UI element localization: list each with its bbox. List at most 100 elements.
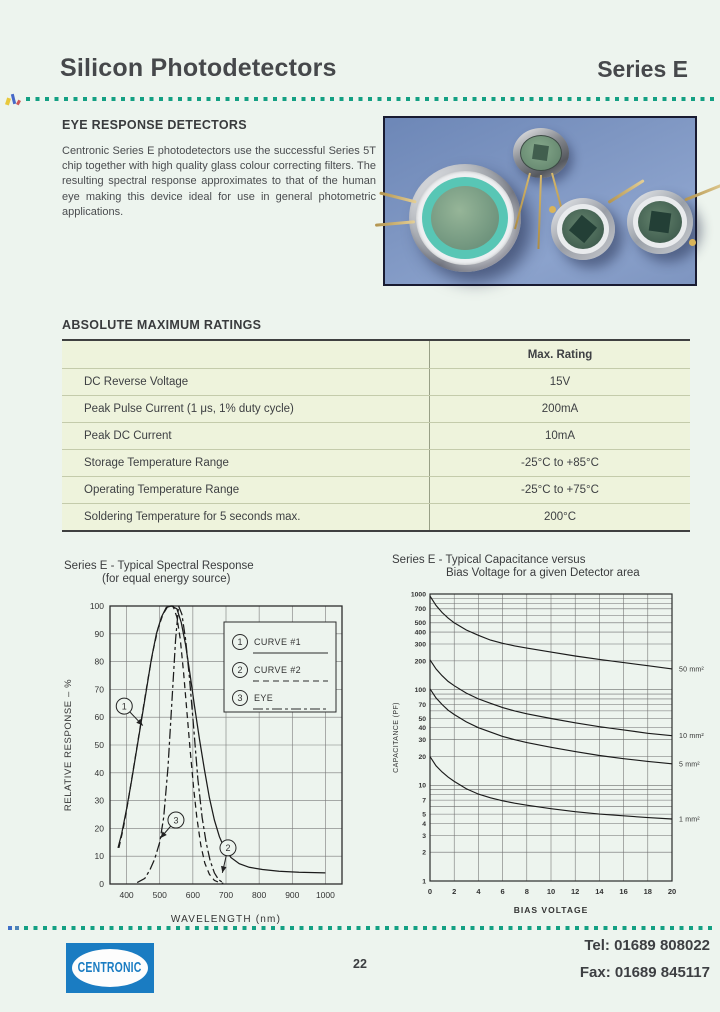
filter-window bbox=[422, 177, 508, 259]
value-cell: 200°C bbox=[543, 511, 577, 523]
svg-text:400: 400 bbox=[415, 629, 427, 636]
chart-title: Series E - Typical Capacitance versus bbox=[392, 554, 586, 566]
param-cell: Soldering Temperature for 5 seconds max. bbox=[62, 504, 430, 530]
lead-wire bbox=[379, 191, 417, 204]
photodetector-large bbox=[374, 164, 521, 272]
svg-text:5: 5 bbox=[422, 812, 426, 819]
svg-text:3: 3 bbox=[237, 693, 242, 703]
annotations: 1 3 2 bbox=[115, 697, 237, 873]
svg-text:5 mm²: 5 mm² bbox=[679, 761, 700, 768]
spectral-response-plot: 400 500 600 700 800 900 1000 0 10 20 30 40 50 60 70 80 9… bbox=[63, 601, 343, 925]
svg-text:3: 3 bbox=[422, 833, 426, 840]
print-registration-mark bbox=[8, 926, 22, 931]
detector-chip bbox=[532, 144, 549, 161]
product-photo bbox=[374, 116, 720, 286]
filter-window bbox=[638, 201, 682, 243]
svg-text:60: 60 bbox=[95, 712, 105, 722]
table-header-row: Max. Rating bbox=[62, 341, 690, 368]
bond-ball bbox=[549, 206, 556, 213]
svg-text:10: 10 bbox=[418, 783, 426, 790]
detector-chip bbox=[431, 186, 499, 250]
svg-text:500: 500 bbox=[415, 620, 427, 627]
svg-text:3: 3 bbox=[173, 815, 178, 825]
svg-text:20: 20 bbox=[418, 754, 426, 761]
svg-text:700: 700 bbox=[415, 606, 427, 613]
svg-text:40: 40 bbox=[418, 725, 426, 732]
print-registration-mark bbox=[5, 92, 24, 108]
svg-text:20: 20 bbox=[95, 823, 105, 833]
svg-text:200: 200 bbox=[415, 658, 427, 665]
svg-text:14: 14 bbox=[595, 887, 604, 896]
svg-text:8: 8 bbox=[525, 887, 529, 896]
svg-text:70: 70 bbox=[95, 684, 105, 694]
value-cell: 200mA bbox=[541, 403, 579, 415]
tel-number: Tel: 01689 808022 bbox=[584, 937, 710, 954]
svg-text:6: 6 bbox=[501, 887, 505, 896]
param-cell: Operating Temperature Range bbox=[62, 477, 430, 503]
table-row: Peak DC Current 10mA bbox=[62, 422, 690, 449]
section-heading-eye-response: EYE RESPONSE DETECTORS bbox=[62, 118, 247, 132]
capacitance-plot: 0 2 4 6 8 10 12 14 16 18 2010007005004003002001007… bbox=[393, 591, 704, 915]
logo-oval: CENTRONIC bbox=[72, 949, 148, 987]
svg-text:CURVE #2: CURVE #2 bbox=[254, 665, 301, 675]
svg-text:1000: 1000 bbox=[316, 890, 335, 900]
centronic-logo: CENTRONIC bbox=[66, 943, 154, 993]
series bbox=[117, 605, 326, 885]
logo-text: CENTRONIC bbox=[78, 960, 142, 976]
value-cell: -25°C to +85°C bbox=[521, 457, 599, 469]
svg-text:16: 16 bbox=[619, 887, 627, 896]
intro-paragraph: Centronic Series E photodetectors use th… bbox=[62, 145, 376, 218]
svg-text:4: 4 bbox=[476, 887, 481, 896]
svg-text:500: 500 bbox=[153, 890, 167, 900]
svg-text:70: 70 bbox=[418, 702, 426, 709]
param-cell: DC Reverse Voltage bbox=[62, 369, 430, 395]
svg-text:90: 90 bbox=[95, 629, 105, 639]
photodetector-right-a bbox=[549, 179, 645, 260]
photodetector-small-top bbox=[513, 128, 569, 249]
detector-chip bbox=[648, 210, 672, 234]
column-header-max-rating: Max. Rating bbox=[527, 348, 593, 361]
lead-wire bbox=[537, 174, 542, 249]
table-row: DC Reverse Voltage 15V bbox=[62, 368, 690, 395]
svg-text:7: 7 bbox=[422, 798, 426, 805]
svg-text:30: 30 bbox=[418, 737, 426, 744]
table-row: Peak Pulse Current (1 μs, 1% duty cycle)… bbox=[62, 395, 690, 422]
spectral-response-chart: Series E - Typical Spectral Response (fo… bbox=[56, 560, 360, 944]
photodetector-right-b bbox=[627, 181, 720, 254]
page-number: 22 bbox=[353, 957, 367, 971]
metal-ring bbox=[416, 171, 514, 265]
svg-text:1: 1 bbox=[422, 878, 426, 885]
svg-text:2: 2 bbox=[422, 850, 426, 857]
svg-text:50 mm²: 50 mm² bbox=[679, 666, 704, 673]
param-header-cell bbox=[62, 341, 430, 368]
svg-text:CURVE #1: CURVE #1 bbox=[254, 637, 301, 647]
lead-wire bbox=[684, 181, 720, 202]
svg-text:2: 2 bbox=[225, 843, 230, 853]
table-row: Soldering Temperature for 5 seconds max.… bbox=[62, 503, 690, 530]
svg-text:100: 100 bbox=[415, 687, 427, 694]
legend: 1 CURVE #1 2 CURVE #2 3 EYE bbox=[223, 621, 337, 713]
svg-text:1: 1 bbox=[122, 701, 127, 711]
chart-subtitle: (for equal energy source) bbox=[102, 573, 231, 585]
filter-window bbox=[562, 209, 604, 249]
value-cell: 10mA bbox=[544, 430, 576, 442]
svg-text:300: 300 bbox=[415, 641, 427, 648]
svg-text:10: 10 bbox=[95, 851, 105, 861]
metal-ring bbox=[557, 204, 609, 254]
param-cell: Storage Temperature Range bbox=[62, 450, 430, 476]
svg-text:18: 18 bbox=[644, 887, 652, 896]
svg-text:1 mm²: 1 mm² bbox=[679, 816, 700, 823]
svg-text:CAPACITANCE (PF): CAPACITANCE (PF) bbox=[393, 702, 400, 773]
table-row: Storage Temperature Range -25°C to +85°C bbox=[62, 449, 690, 476]
series-label: Series E bbox=[597, 56, 688, 82]
svg-text:100: 100 bbox=[90, 601, 104, 611]
table-row: Operating Temperature Range -25°C to +75… bbox=[62, 476, 690, 503]
svg-text:80: 80 bbox=[95, 657, 105, 667]
filter-window bbox=[520, 135, 562, 171]
svg-text:800: 800 bbox=[252, 890, 266, 900]
svg-text:EYE: EYE bbox=[254, 693, 273, 703]
lead-wire bbox=[374, 220, 416, 227]
svg-text:WAVELENGTH (nm): WAVELENGTH (nm) bbox=[171, 914, 281, 925]
value-cell: -25°C to +75°C bbox=[521, 484, 599, 496]
